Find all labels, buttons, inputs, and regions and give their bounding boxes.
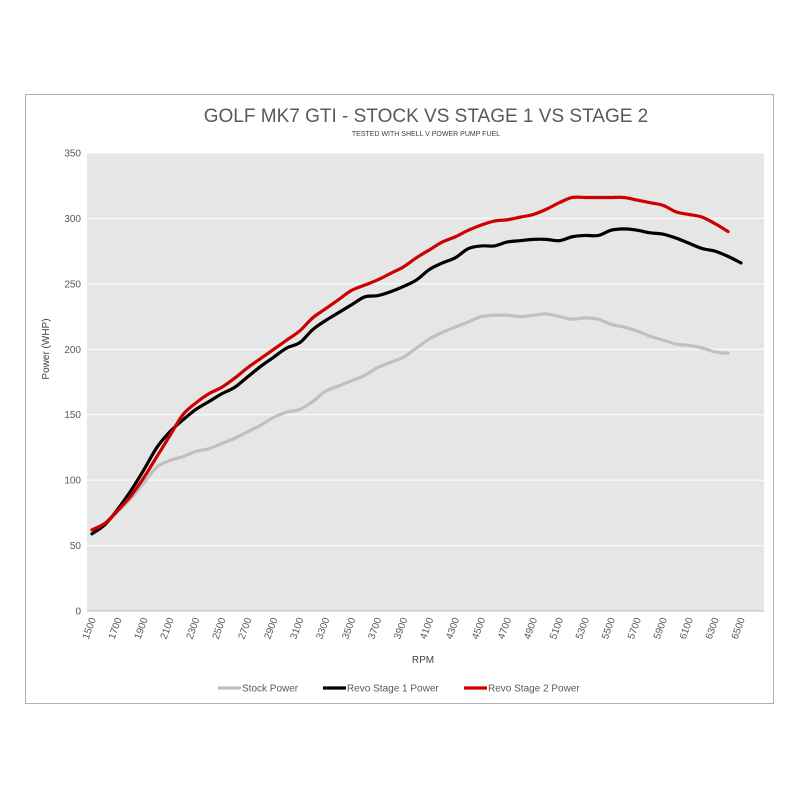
x-axis-ticks: 1500 1700 1900 2100 2300 2500 2700 2900 3100 3300… bbox=[81, 616, 748, 641]
x-tick-label: 5300 bbox=[574, 616, 592, 641]
legend: Stock Power Revo Stage 1 Power Revo Stage … bbox=[218, 684, 580, 695]
y-tick-label: 150 bbox=[64, 410, 81, 421]
y-tick-label: 300 bbox=[64, 214, 81, 225]
y-tick-label: 350 bbox=[64, 149, 81, 160]
plot-area bbox=[87, 153, 764, 611]
x-tick-label: 3900 bbox=[392, 616, 410, 641]
series-line-2 bbox=[90, 227, 743, 536]
x-axis-label: RPM bbox=[412, 655, 434, 666]
x-tick-label: 2500 bbox=[211, 616, 229, 641]
x-tick-label: 2100 bbox=[159, 616, 177, 641]
x-tick-label: 5500 bbox=[600, 616, 618, 641]
y-axis-label: Power (WHP) bbox=[41, 318, 52, 379]
y-tick-label: 100 bbox=[64, 476, 81, 487]
grid-lines bbox=[87, 152, 764, 612]
x-tick-label: 2300 bbox=[185, 616, 203, 641]
x-tick-label: 5700 bbox=[626, 616, 644, 641]
x-tick-label: 1900 bbox=[133, 616, 151, 641]
x-tick-label: 5100 bbox=[548, 616, 566, 641]
series-lines bbox=[90, 195, 743, 536]
x-tick-label: 5900 bbox=[652, 616, 670, 641]
x-tick-label: 6300 bbox=[704, 616, 722, 641]
legend-label: Stock Power bbox=[242, 684, 299, 695]
y-tick-label: 250 bbox=[64, 279, 81, 290]
y-tick-label: 200 bbox=[64, 345, 81, 356]
x-tick-label: 4900 bbox=[522, 616, 540, 641]
series-line-1 bbox=[90, 312, 730, 532]
x-tick-label: 3300 bbox=[315, 616, 333, 641]
chart-title: GOLF MK7 GTI - STOCK VS STAGE 1 VS STAGE… bbox=[204, 106, 649, 127]
x-tick-label: 6100 bbox=[678, 616, 696, 641]
x-tick-label: 3500 bbox=[340, 616, 358, 641]
x-tick-label: 6500 bbox=[730, 616, 748, 641]
x-tick-label: 4500 bbox=[470, 616, 488, 641]
chart-frame: GOLF MK7 GTI - STOCK VS STAGE 1 VS STAGE… bbox=[25, 94, 774, 704]
x-tick-label: 1700 bbox=[107, 616, 125, 641]
y-tick-label: 0 bbox=[75, 607, 81, 618]
x-tick-label: 3700 bbox=[366, 616, 384, 641]
series-line-3 bbox=[90, 195, 730, 532]
x-tick-label: 2700 bbox=[237, 616, 255, 641]
y-tick-label: 50 bbox=[70, 541, 82, 552]
x-tick-label: 3100 bbox=[289, 616, 307, 641]
power-chart: GOLF MK7 GTI - STOCK VS STAGE 1 VS STAGE… bbox=[41, 106, 764, 695]
x-tick-label: 4100 bbox=[418, 616, 436, 641]
y-axis-ticks: 0 50 100 150 200 250 300 350 bbox=[64, 149, 81, 618]
legend-label: Revo Stage 2 Power bbox=[488, 684, 580, 695]
x-tick-label: 4300 bbox=[444, 616, 462, 641]
chart-subtitle: TESTED WITH SHELL V POWER PUMP FUEL bbox=[352, 131, 500, 138]
x-tick-label: 1500 bbox=[81, 616, 99, 641]
x-tick-label: 2900 bbox=[263, 616, 281, 641]
x-tick-label: 4700 bbox=[496, 616, 514, 641]
legend-label: Revo Stage 1 Power bbox=[347, 684, 439, 695]
